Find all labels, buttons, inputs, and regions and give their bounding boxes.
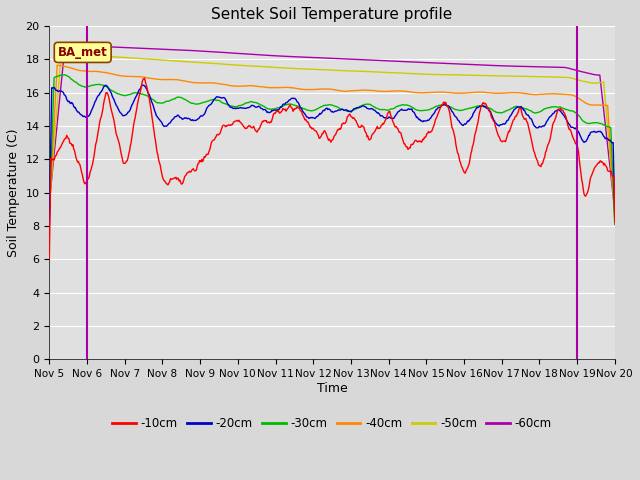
Y-axis label: Soil Temperature (C): Soil Temperature (C): [7, 128, 20, 257]
Title: Sentek Soil Temperature profile: Sentek Soil Temperature profile: [211, 7, 452, 22]
Legend: -10cm, -20cm, -30cm, -40cm, -50cm, -60cm: -10cm, -20cm, -30cm, -40cm, -50cm, -60cm: [108, 412, 557, 434]
X-axis label: Time: Time: [317, 382, 348, 395]
Text: BA_met: BA_met: [58, 46, 108, 59]
